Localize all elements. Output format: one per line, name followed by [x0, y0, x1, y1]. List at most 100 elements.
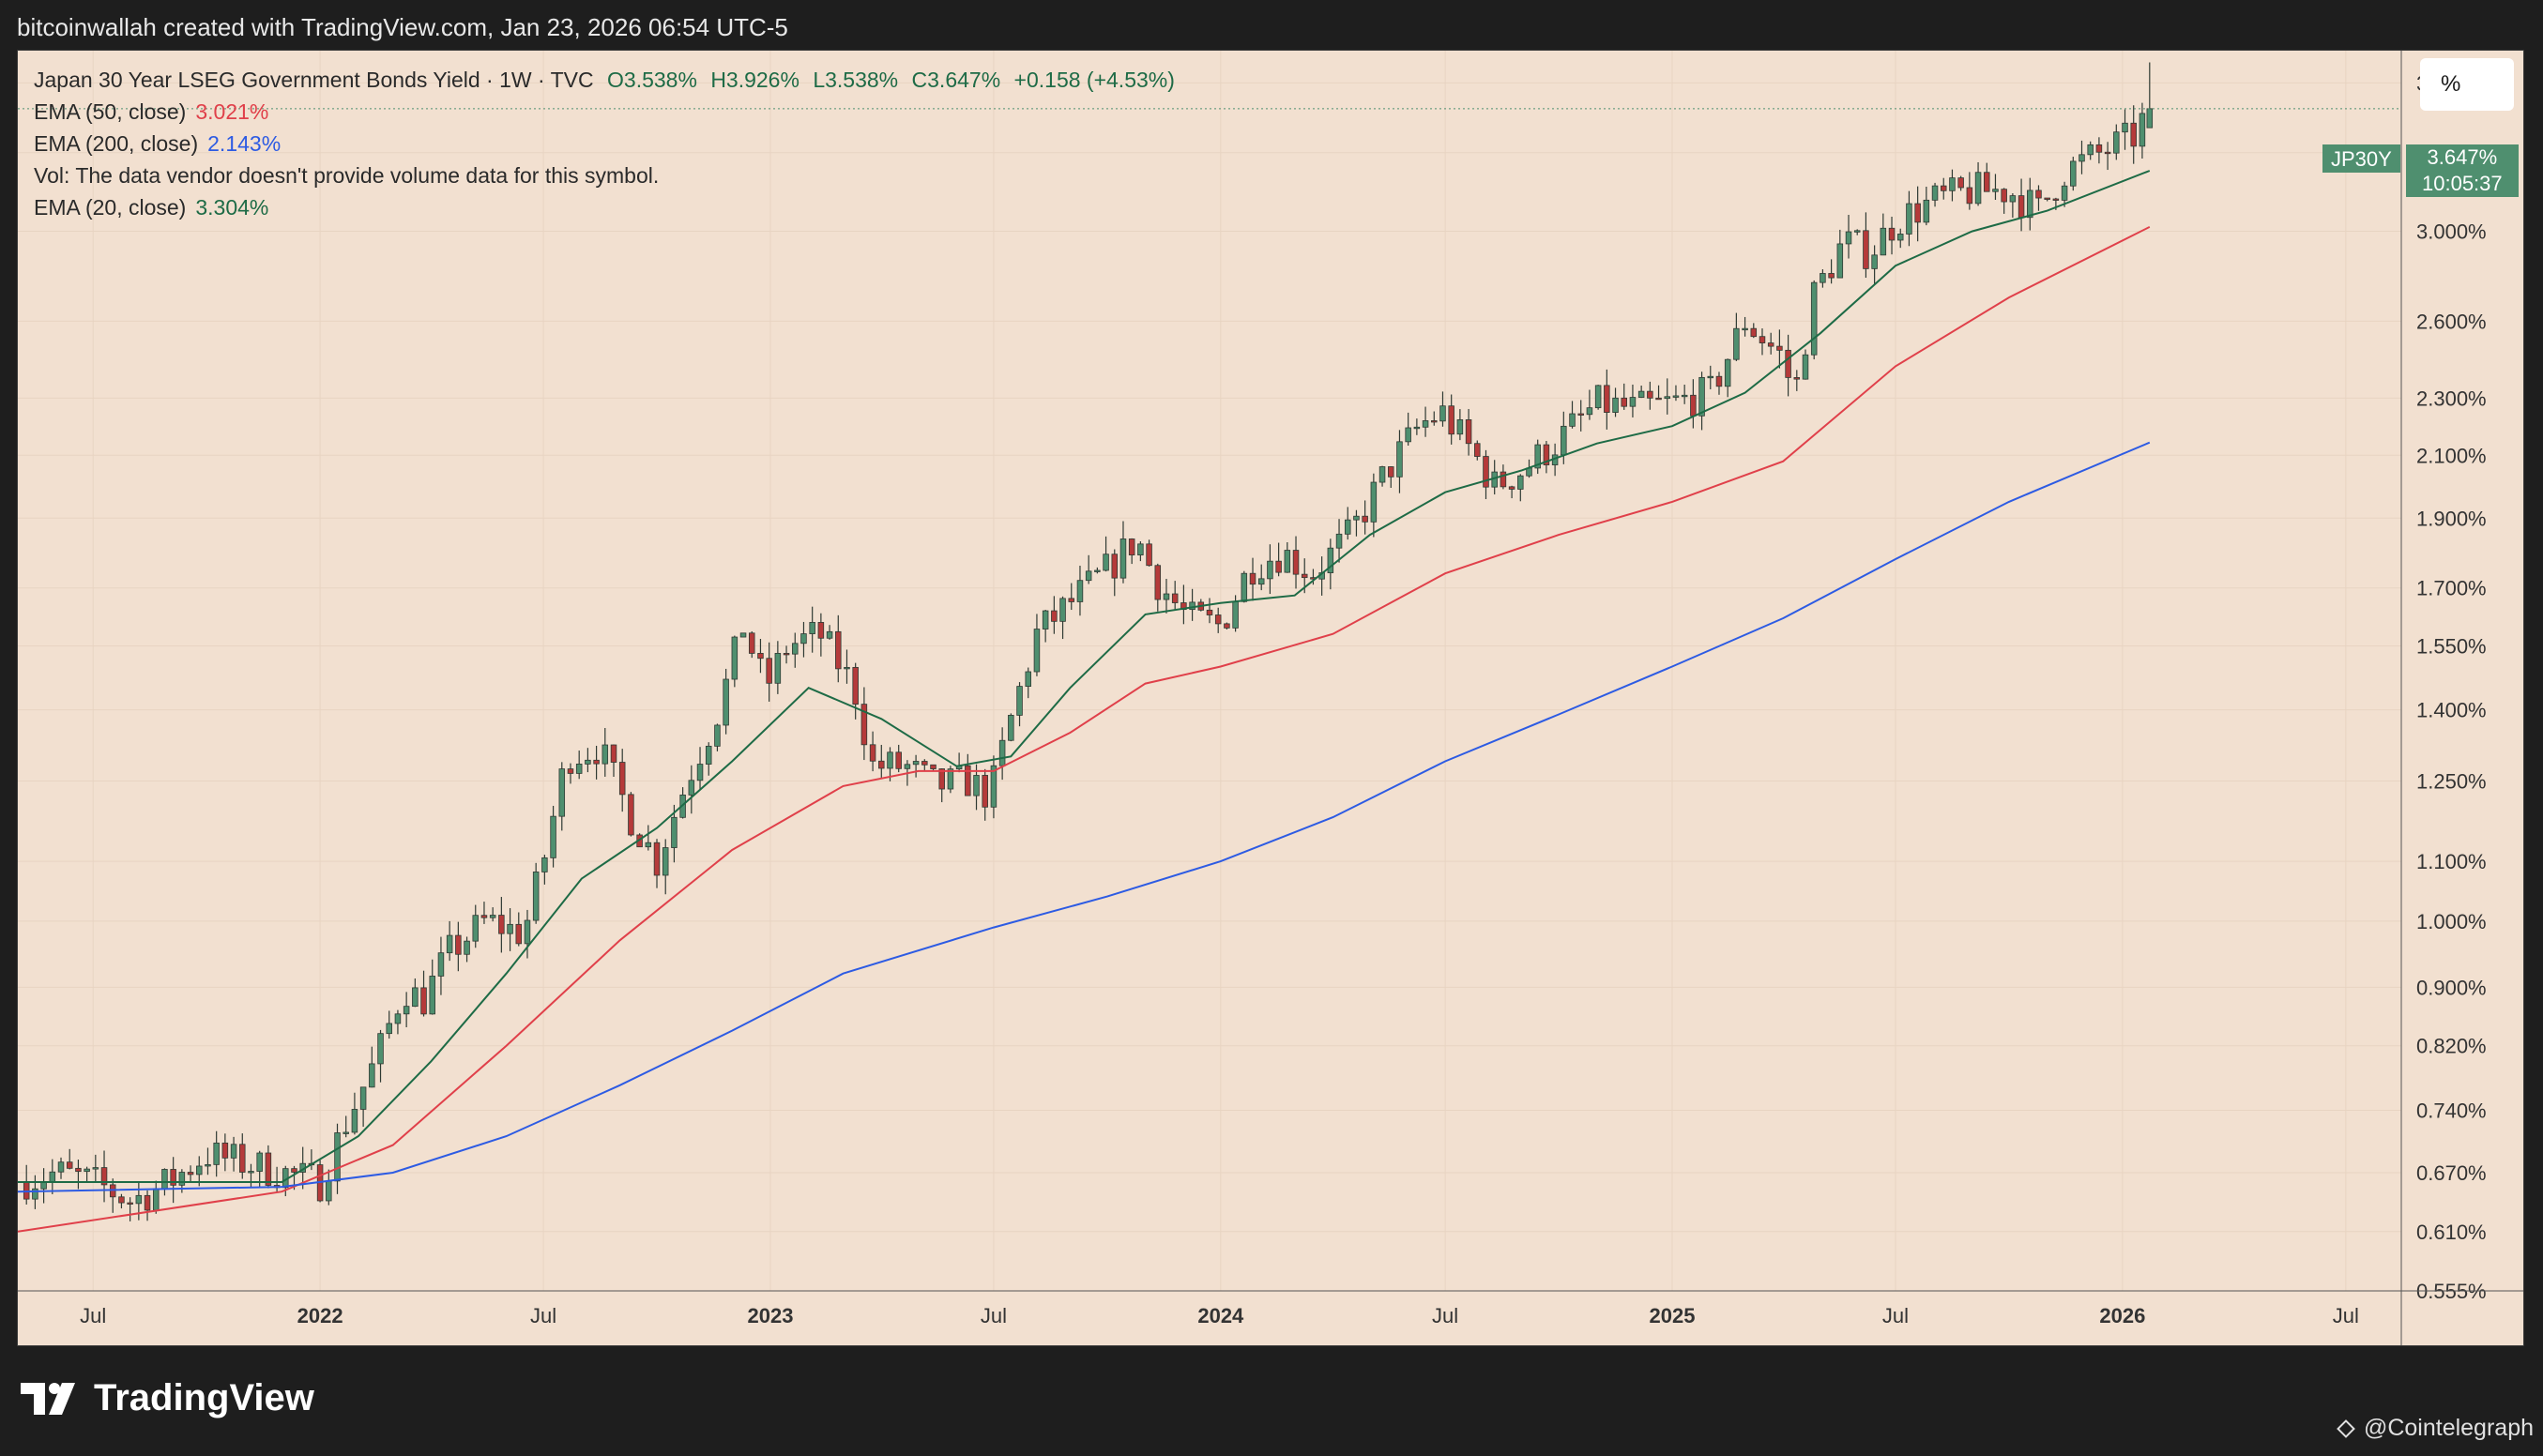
candle-body [2001, 189, 2007, 203]
candle-body [653, 842, 661, 876]
diamond-icon [2337, 1418, 2355, 1438]
candle-body [1016, 686, 1023, 716]
candle-body [230, 1144, 237, 1159]
candle-body [1378, 466, 1386, 483]
candle-body [947, 768, 954, 790]
candle-body [464, 940, 470, 955]
candle-body [2044, 197, 2050, 200]
candle-body [152, 1188, 160, 1211]
ema20-line [18, 170, 2151, 1183]
candle-body [723, 678, 729, 726]
candle-body [696, 764, 704, 781]
candle-body [1103, 554, 1109, 571]
candle-body [170, 1169, 176, 1186]
candle-body [817, 622, 825, 639]
candle-body [1257, 578, 1265, 585]
cointelegraph-watermark: @Cointelegraph [2337, 1415, 2534, 1442]
candle-body [869, 744, 876, 762]
candle-body [1637, 390, 1645, 398]
candle-body [860, 704, 868, 746]
y-tick-label: 1.250% [2416, 770, 2487, 794]
candle-body [1111, 554, 1119, 579]
y-tick-label: 0.610% [2416, 1221, 2487, 1244]
candle-body [1224, 623, 1230, 629]
y-tick-label: 1.700% [2416, 577, 2487, 600]
candle-body [1292, 550, 1300, 575]
candle-body [558, 768, 566, 817]
candle-body [800, 633, 807, 645]
candle-body [1931, 185, 1939, 201]
legend-ema200[interactable]: EMA (200, close) 2.143% [34, 128, 1175, 159]
legend-ohlc-row[interactable]: Japan 30 Year LSEG Government Bonds Yiel… [34, 64, 1175, 96]
candle-body [783, 653, 790, 656]
candle-body [1335, 533, 1343, 549]
ema200-label: EMA (200, close) [34, 131, 199, 156]
chart-frame[interactable]: 3.800%3.400%3.000%2.600%2.300%2.100%1.90… [17, 50, 2524, 1346]
x-tick-label: Jul [530, 1304, 556, 1327]
ohlc-change: +0.158 (+4.53%) [1013, 68, 1175, 92]
candle-body [1863, 230, 1869, 269]
candle-body [1820, 273, 1826, 283]
candle-body [66, 1161, 73, 1169]
candle-body [1439, 405, 1446, 422]
candle-body [1880, 227, 1887, 256]
tradingview-logo[interactable]: TradingView [21, 1377, 314, 1419]
candle-body [792, 643, 799, 655]
candle-body [930, 764, 936, 769]
candle-body [239, 1144, 246, 1173]
legend-ema20[interactable]: EMA (20, close) 3.304% [34, 191, 1175, 223]
candle-body [178, 1172, 186, 1186]
x-tick-label: 2023 [747, 1304, 793, 1327]
candle-body [1517, 475, 1524, 490]
candle-body [567, 768, 574, 774]
candle-body [1586, 407, 1593, 416]
candle-body [739, 632, 747, 638]
candle-body [57, 1161, 65, 1173]
candle-body [291, 1168, 297, 1173]
candle-body [714, 724, 721, 747]
candle-body [144, 1194, 151, 1211]
candle-body [912, 761, 920, 766]
candle-body [1828, 273, 1835, 279]
candle-body [84, 1168, 90, 1173]
y-tick-label: 2.300% [2416, 387, 2487, 410]
ema50-value: 3.021% [195, 99, 269, 124]
y-tick-label: 2.100% [2416, 444, 2487, 467]
x-tick-label: Jul [80, 1304, 106, 1327]
candle-body [878, 760, 885, 769]
candlestick-chart[interactable]: 3.800%3.400%3.000%2.600%2.300%2.100%1.90… [18, 51, 2523, 1345]
candle-body [2052, 198, 2060, 201]
candle-body [118, 1196, 125, 1204]
ema20-value: 3.304% [195, 195, 269, 220]
candle-body [1171, 593, 1179, 603]
candle-body [1949, 177, 1956, 191]
y-tick-label: 0.900% [2416, 976, 2487, 999]
unit-button[interactable]: % [2420, 58, 2514, 111]
candle-body [100, 1167, 108, 1186]
candle-body [1137, 543, 1144, 555]
candle-body [585, 759, 591, 765]
y-tick-label: 1.550% [2416, 635, 2487, 659]
symbol-title: Japan 30 Year LSEG Government Bonds Yiel… [34, 68, 594, 92]
candle-body [1344, 519, 1351, 535]
candle-body [1888, 227, 1896, 241]
last-price-tag: JP30Y 3.647% 10:05:37 [2322, 144, 2519, 197]
legend-ema50[interactable]: EMA (50, close) 3.021% [34, 96, 1175, 128]
candle-body [887, 751, 893, 769]
y-tick-label: 1.100% [2416, 850, 2487, 873]
candle-body [1957, 177, 1964, 189]
candle-body [221, 1142, 229, 1159]
candle-body [1776, 345, 1783, 351]
candle-body [265, 1152, 272, 1186]
candle-body [1543, 444, 1550, 465]
tradingview-logo-icon [21, 1382, 75, 1415]
candle-body [1267, 560, 1273, 580]
candle-body [1715, 375, 1723, 387]
watermark-text: @Cointelegraph [2363, 1415, 2534, 1441]
candle-body [1362, 515, 1368, 523]
candle-body [92, 1167, 99, 1170]
candle-body [420, 987, 427, 1015]
price-tag-countdown: 10:05:37 [2422, 172, 2503, 195]
candle-body [2061, 185, 2068, 201]
candle-body [1629, 397, 1637, 407]
